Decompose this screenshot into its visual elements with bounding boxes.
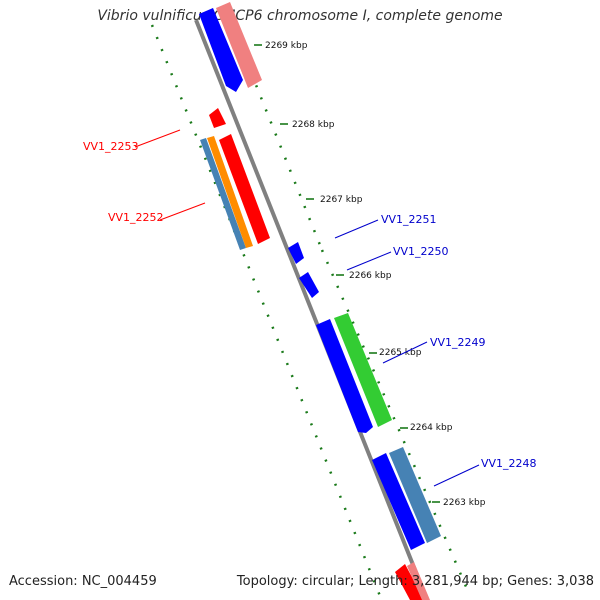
guide-line-right-b — [320, 249, 472, 597]
tick-label: 2264 kbp — [410, 423, 453, 433]
gene-vv1-2252-b — [207, 136, 253, 248]
map-title: Vibrio vulnificus CMCP6 chromosome I, co… — [97, 8, 503, 24]
label-leader — [134, 129, 181, 148]
accession-text: Accession: NC_004459 — [9, 574, 157, 589]
tick-label: 2266 kbp — [349, 271, 392, 281]
gene-label-vv1-2250: VV1_2250 — [393, 245, 449, 258]
gene-vv1-2253 — [219, 134, 270, 244]
gene-label-vv1-2251: VV1_2251 — [381, 213, 437, 226]
label-leader — [159, 202, 206, 221]
label-leader — [382, 341, 428, 364]
genome-summary-text: Topology: circular; Length: 3,281,944 bp… — [236, 574, 594, 589]
gene-label-vv1-2253: VV1_2253 — [83, 140, 139, 153]
gene-feature-pink-top — [216, 2, 262, 88]
tick-label: 2267 kbp — [320, 195, 363, 205]
tick-label: 2263 kbp — [443, 498, 486, 508]
chromosome-backbone — [194, 19, 429, 600]
gene-feature-blue-top — [199, 8, 243, 92]
label-leader — [334, 219, 379, 239]
gene-label-vv1-2249: VV1_2249 — [430, 336, 486, 349]
gene-vv1-2251 — [288, 242, 304, 264]
gene-vv1-2249-blue — [316, 319, 373, 433]
gene-vv1-2252-a — [200, 138, 246, 250]
gene-feature-red-bottom — [395, 564, 424, 600]
label-leader — [346, 251, 392, 271]
tick-label: 2269 kbp — [265, 41, 308, 51]
gene-vv1-2248-steel — [389, 447, 441, 543]
gene-feature-pink-bottom — [407, 562, 430, 600]
gene-label-vv1-2252: VV1_2252 — [108, 211, 164, 224]
gene-feature-red-small — [209, 108, 226, 128]
gene-vv1-2249-green — [334, 313, 392, 427]
gene-label-vv1-2248: VV1_2248 — [481, 457, 537, 470]
tick-label: 2268 kbp — [292, 120, 335, 130]
gene-vv1-2248-blue — [372, 453, 425, 550]
label-leader — [433, 464, 480, 487]
gene-vv1-2250 — [299, 272, 319, 298]
tick-label: 2265 kbp — [379, 348, 422, 358]
